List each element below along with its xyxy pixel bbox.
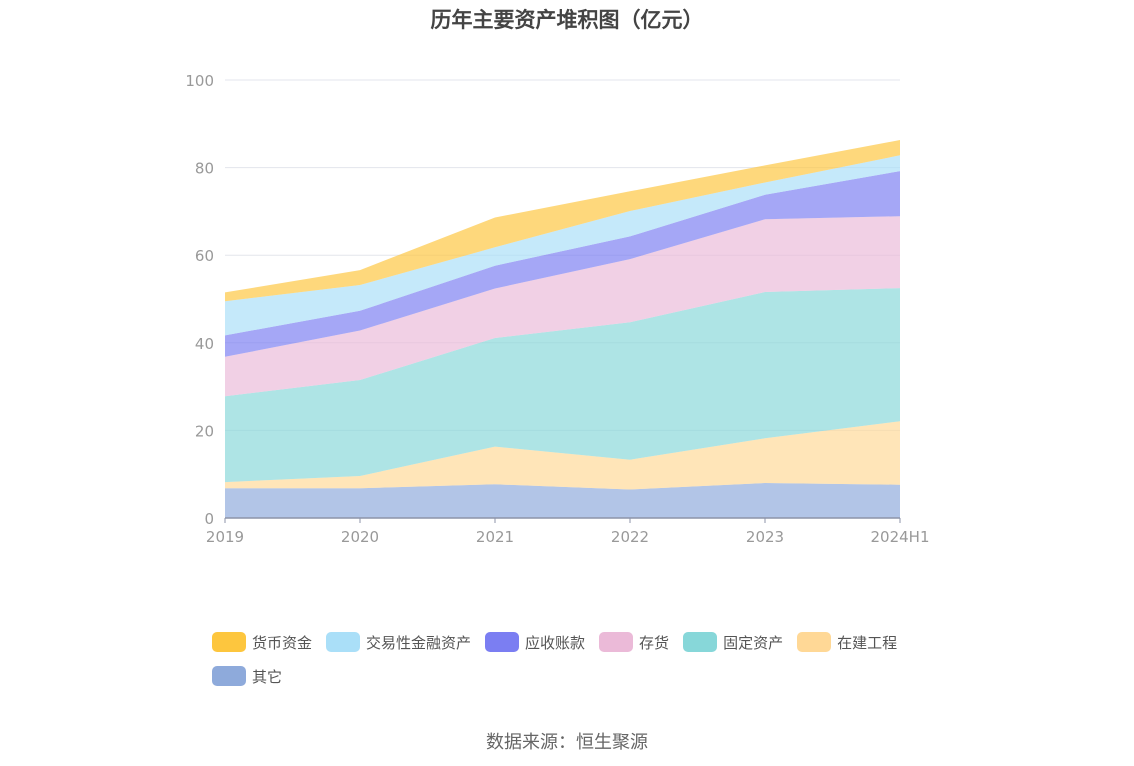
legend-label: 应收账款 — [525, 633, 586, 652]
area-series-其它 — [225, 483, 900, 518]
legend-swatch — [683, 632, 718, 652]
legend-item[interactable]: 货币资金 — [212, 630, 312, 654]
legend-label: 交易性金融资产 — [366, 633, 472, 652]
legend-item[interactable]: 固定资产 — [683, 630, 783, 654]
y-tick-label: 80 — [195, 160, 214, 178]
x-tick-label: 2021 — [476, 528, 514, 546]
legend-item[interactable]: 其它 — [212, 664, 282, 688]
legend-item[interactable]: 存货 — [599, 630, 669, 654]
legend-swatch — [797, 632, 832, 652]
y-tick-label: 20 — [195, 422, 214, 440]
legend-swatch — [212, 632, 246, 652]
x-tick-label: 2022 — [611, 528, 649, 546]
x-tick-label: 2020 — [341, 528, 379, 546]
legend-label: 在建工程 — [837, 633, 898, 652]
legend: 货币资金 交易性金融资产 应收账款 存货 固定资产 在建工程其它 — [212, 630, 952, 688]
area-series — [225, 140, 900, 518]
legend-swatch — [599, 632, 634, 652]
legend-swatch — [212, 666, 246, 686]
area-series-应收账款 — [225, 171, 900, 357]
legend-item[interactable]: 在建工程 — [797, 630, 897, 654]
y-tick-label: 100 — [185, 72, 214, 90]
legend-swatch — [326, 632, 361, 652]
legend-label: 固定资产 — [723, 633, 784, 652]
y-tick-label: 40 — [195, 335, 214, 353]
legend-item[interactable]: 交易性金融资产 — [326, 630, 471, 654]
y-tick-label: 60 — [195, 247, 214, 265]
legend-label: 其它 — [252, 667, 283, 686]
stacked-area-chart: 0 20 40 60 80 100 2019 2020 2021 2022 2023 2024H1 — [185, 72, 929, 546]
area-series-交易性金融资产 — [225, 155, 900, 336]
legend-label: 货币资金 — [252, 633, 313, 652]
area-series-存货 — [225, 216, 900, 397]
legend-item[interactable]: 应收账款 — [485, 630, 585, 654]
data-source: 数据来源：恒生聚源 — [486, 732, 648, 753]
legend-swatch — [485, 632, 520, 652]
area-series-货币资金 — [225, 140, 900, 302]
x-tick-label: 2019 — [206, 528, 244, 546]
axes: 0 20 40 60 80 100 2019 2020 2021 2022 2023 2024H1 — [185, 72, 929, 546]
y-tick-label: 0 — [204, 510, 214, 528]
x-tick-label: 2024H1 — [871, 528, 930, 546]
area-series-固定资产 — [225, 288, 900, 483]
legend-label: 存货 — [639, 633, 670, 652]
chart-title: 历年主要资产堆积图（亿元） — [430, 8, 704, 32]
x-tick-label: 2023 — [746, 528, 784, 546]
area-series-在建工程 — [225, 421, 900, 490]
